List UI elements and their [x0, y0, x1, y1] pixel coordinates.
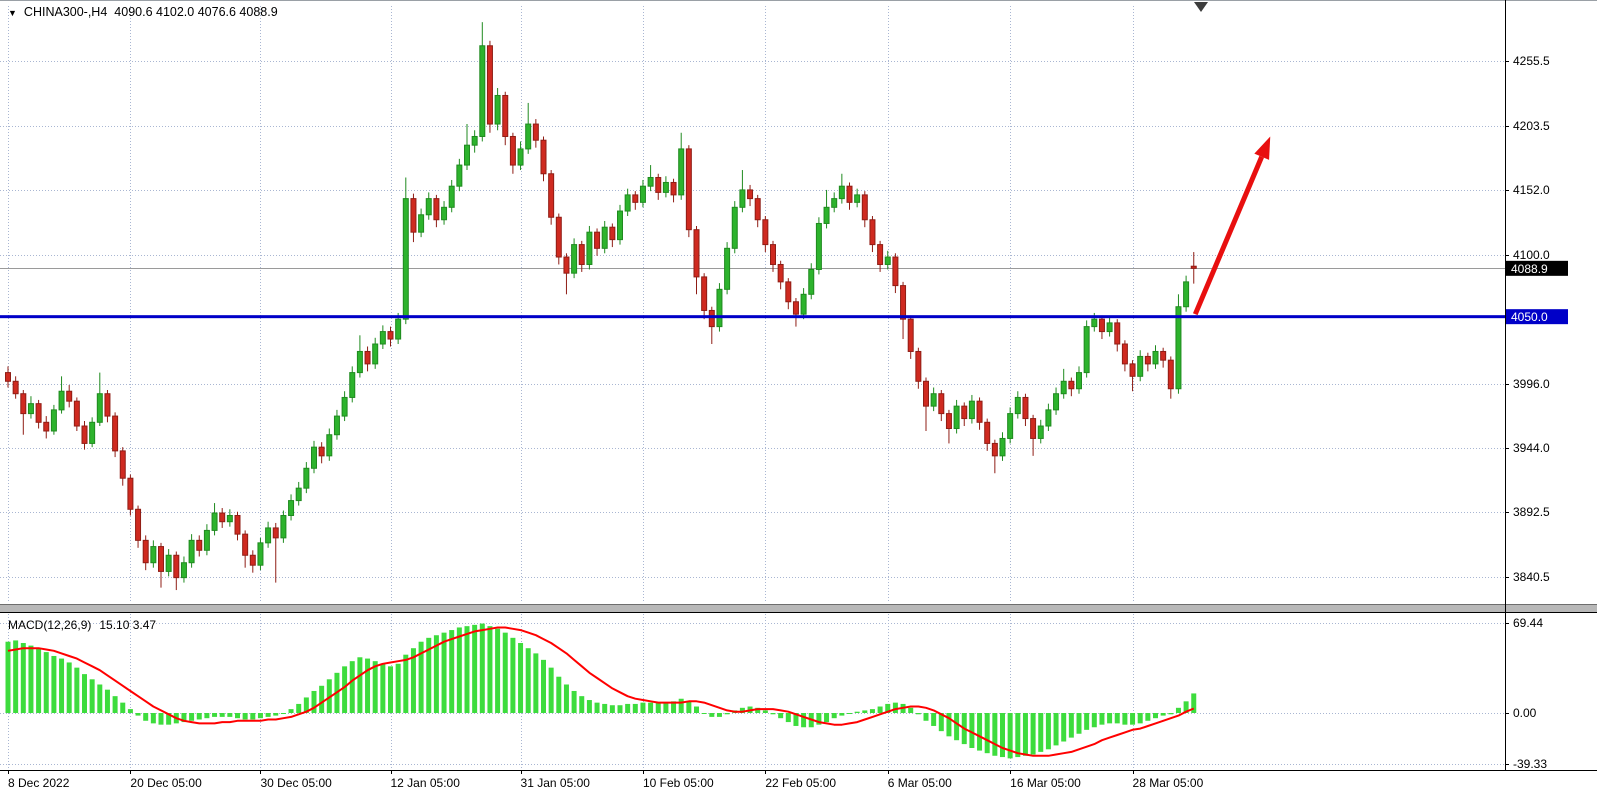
time-tick-label: 28 Mar 05:00: [1133, 776, 1204, 790]
time-tick-label: 16 Mar 05:00: [1010, 776, 1081, 790]
time-tick-label: 10 Feb 05:00: [643, 776, 714, 790]
time-tick-label: 6 Mar 05:00: [888, 776, 952, 790]
time-tick-label: 30 Dec 05:00: [260, 776, 332, 790]
time-tick-label: 8 Dec 2022: [8, 776, 70, 790]
candlestick-series: [5, 22, 1197, 591]
price-tick-label: 4100.0: [1513, 248, 1550, 262]
macd-values: 15.10 3.47: [99, 618, 157, 632]
time-axis[interactable]: 8 Dec 2022 20 Dec 05:00 30 Dec 05:00 12 Jan…: [8, 770, 1204, 790]
horizontal-support-line[interactable]: [0, 315, 1505, 319]
price-tick-label: 3996.0: [1513, 377, 1550, 391]
macd-name: MACD(12,26,9): [8, 618, 92, 632]
grid-lines: [0, 6, 1505, 770]
trend-arrow[interactable]: [1192, 136, 1271, 316]
price-tick-label: 4203.5: [1513, 119, 1550, 133]
price-axis[interactable]: 4255.5 4203.5 4152.0 4100.0 3996.0 3944.0 3892…: [1505, 0, 1550, 771]
time-tick-label: 31 Jan 05:00: [521, 776, 591, 790]
svg-text:4050.0: 4050.0: [1511, 310, 1548, 324]
macd-indicator-label: MACD(12,26,9) 15.10 3.47: [8, 618, 156, 632]
time-tick-label: 20 Dec 05:00: [130, 776, 202, 790]
macd-histogram: [5, 623, 1197, 759]
price-tick-label: 3892.5: [1513, 505, 1550, 519]
ohlc-values: 4090.6 4102.0 4076.6 4088.9: [114, 5, 278, 19]
pane-splitter[interactable]: [0, 604, 1597, 613]
time-tick-label: 22 Feb 05:00: [765, 776, 836, 790]
chart-shift-marker-icon[interactable]: [1194, 2, 1208, 12]
price-tick-label: 4255.5: [1513, 54, 1550, 68]
time-tick-label: 12 Jan 05:00: [391, 776, 461, 790]
price-tick-label: 4152.0: [1513, 183, 1550, 197]
symbol-ohlc-label: ▼ CHINA300-,H4 4090.6 4102.0 4076.6 4088…: [8, 5, 278, 19]
macd-signal-line: [7, 626, 1195, 757]
current-price-tag: 4088.9: [1506, 260, 1568, 276]
price-tick-label: 0.00: [1513, 706, 1537, 720]
symbol-dropdown-icon[interactable]: ▼: [8, 8, 17, 18]
price-tick-label: 69.44: [1513, 616, 1543, 630]
price-tick-label: 3944.0: [1513, 441, 1550, 455]
symbol-name: CHINA300-,H4: [23, 5, 108, 19]
price-tick-label: -39.33: [1513, 757, 1547, 771]
hline-price-tag: 4050.0: [1506, 309, 1568, 325]
svg-text:4088.9: 4088.9: [1511, 262, 1548, 276]
price-tick-label: 3840.5: [1513, 570, 1550, 584]
